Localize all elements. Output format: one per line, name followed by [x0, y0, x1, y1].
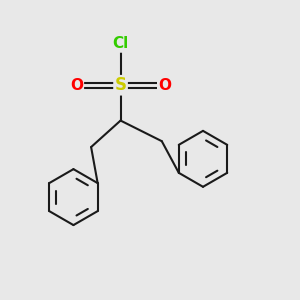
Text: O: O [70, 78, 83, 93]
Text: Cl: Cl [112, 37, 129, 52]
Text: O: O [158, 78, 171, 93]
Text: S: S [115, 76, 127, 94]
